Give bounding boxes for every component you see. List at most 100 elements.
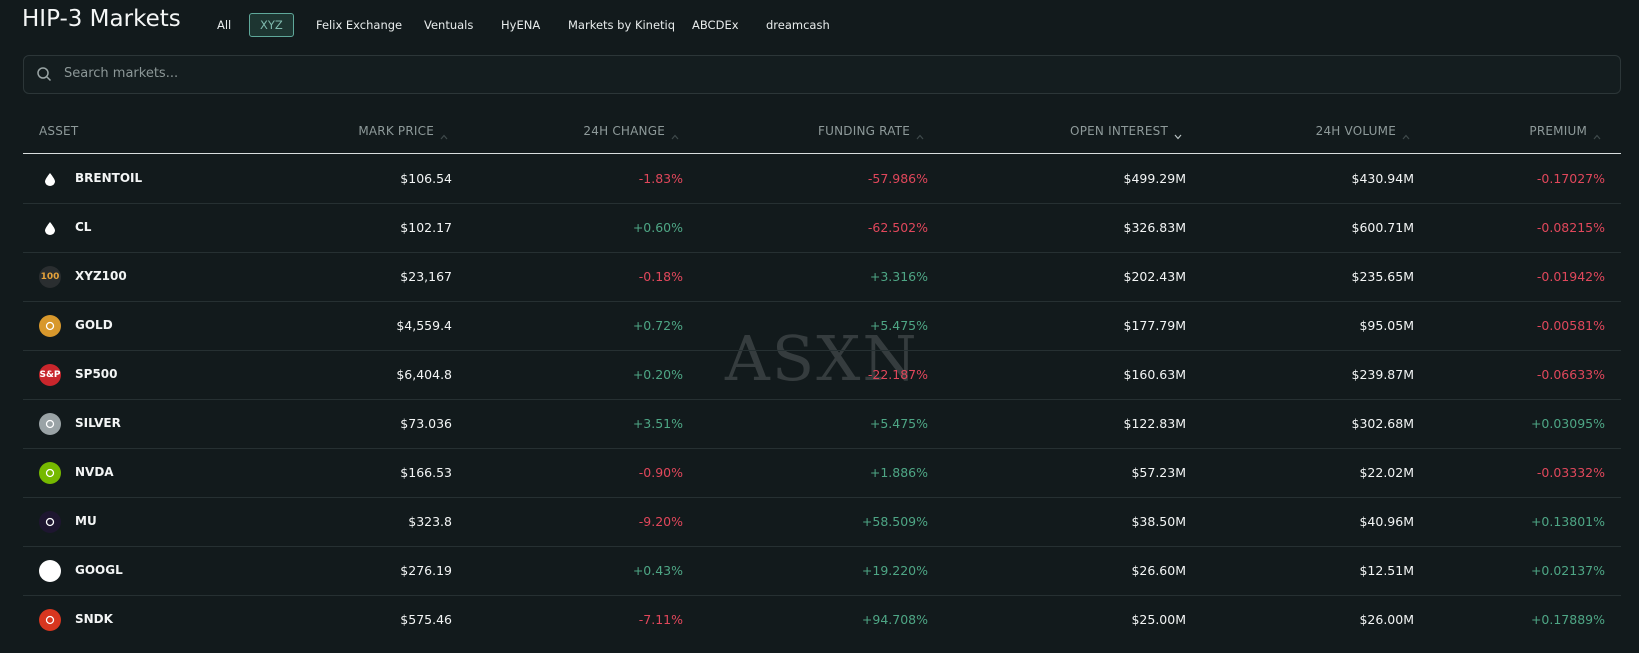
row-divider: [23, 350, 1621, 351]
cell-value: $323.8: [408, 514, 452, 529]
asset-icon: [39, 560, 61, 582]
sort-arrow: [1174, 126, 1182, 140]
cell-value: $499.29M: [1123, 171, 1186, 186]
sort-arrow: [916, 126, 924, 140]
sort-arrow: [1593, 126, 1601, 140]
asset-icon: [39, 609, 61, 631]
cell-value: -0.17027%: [1536, 171, 1605, 186]
cell-value: +3.316%: [869, 269, 928, 284]
cell-value: -9.20%: [638, 514, 683, 529]
row-divider: [23, 448, 1621, 449]
cell-value: -62.502%: [867, 220, 928, 235]
asset-name: SNDK: [75, 612, 113, 626]
logo-glyph: [45, 468, 55, 478]
cell-value: $102.17: [400, 220, 452, 235]
cell-value: -0.01942%: [1536, 269, 1605, 284]
cell-value: $57.23M: [1131, 465, 1186, 480]
cell-value: $302.68M: [1351, 416, 1414, 431]
row-divider: [23, 399, 1621, 400]
cell-value: $25.00M: [1131, 612, 1186, 627]
tab[interactable]: All: [217, 18, 232, 32]
cell-value: $12.51M: [1359, 563, 1414, 578]
asset-name: GOLD: [75, 318, 113, 332]
asset-name: SILVER: [75, 416, 121, 430]
asset-name: CL: [75, 220, 92, 234]
row-divider: [23, 497, 1621, 498]
cell-value: -0.00581%: [1536, 318, 1605, 333]
cell-value: $575.46: [400, 612, 452, 627]
search-box[interactable]: Search markets...: [23, 55, 1621, 94]
cell-value: $326.83M: [1123, 220, 1186, 235]
search-icon: [37, 67, 52, 82]
tab[interactable]: HyENA: [501, 18, 541, 32]
logo-glyph: [45, 615, 55, 625]
cell-value: +0.72%: [632, 318, 683, 333]
asset-icon: [39, 315, 61, 337]
cell-value: $202.43M: [1123, 269, 1186, 284]
cell-value: +0.03095%: [1530, 416, 1605, 431]
asset-name: SP500: [75, 367, 118, 381]
cell-value: $430.94M: [1351, 171, 1414, 186]
cell-value: -0.03332%: [1536, 465, 1605, 480]
cell-value: -0.08215%: [1536, 220, 1605, 235]
cell-value: +0.02137%: [1530, 563, 1605, 578]
column-header[interactable]: 24H VOLUME: [1315, 124, 1396, 138]
logo-glyph: [45, 566, 55, 576]
cell-value: +0.20%: [632, 367, 683, 382]
cell-value: $106.54: [400, 171, 452, 186]
tab[interactable]: XYZ: [249, 13, 294, 37]
cell-value: $166.53: [400, 465, 452, 480]
asset-name: MU: [75, 514, 97, 528]
logo-glyph: [45, 419, 55, 429]
cell-value: $23,167: [400, 269, 452, 284]
row-divider: [23, 203, 1621, 204]
logo-glyph: [45, 517, 55, 527]
asset-name: XYZ100: [75, 269, 127, 283]
column-header[interactable]: ASSET: [39, 124, 79, 138]
asset-name: BRENTOIL: [75, 171, 143, 185]
row-divider: [23, 595, 1621, 596]
cell-value: $40.96M: [1359, 514, 1414, 529]
column-header[interactable]: OPEN INTEREST: [1070, 124, 1168, 138]
page-title: HIP-3 Markets: [22, 6, 181, 32]
row-divider: [23, 546, 1621, 547]
column-header[interactable]: MARK PRICE: [358, 124, 434, 138]
asset-icon: 100: [39, 266, 61, 288]
row-divider: [23, 301, 1621, 302]
cell-value: $6,404.8: [396, 367, 452, 382]
cell-value: +5.475%: [869, 318, 928, 333]
cell-value: $26.00M: [1359, 612, 1414, 627]
search-placeholder: Search markets...: [64, 66, 179, 81]
cell-value: $177.79M: [1123, 318, 1186, 333]
asset-icon: [39, 168, 61, 190]
cell-value: $4,559.4: [396, 318, 452, 333]
cell-value: -57.986%: [867, 171, 928, 186]
row-divider: [23, 252, 1621, 253]
column-header[interactable]: PREMIUM: [1529, 124, 1587, 138]
tab[interactable]: dreamcash: [766, 18, 830, 32]
cell-value: -7.11%: [638, 612, 683, 627]
cell-value: $38.50M: [1131, 514, 1186, 529]
asset-name: GOOGL: [75, 563, 123, 577]
asset-icon: [39, 511, 61, 533]
cell-value: $26.60M: [1131, 563, 1186, 578]
cell-value: -0.06633%: [1536, 367, 1605, 382]
tab[interactable]: Markets by Kinetiq: [568, 18, 676, 32]
cell-value: +5.475%: [869, 416, 928, 431]
cell-value: +58.509%: [861, 514, 928, 529]
tab[interactable]: Felix Exchange: [316, 18, 403, 32]
column-header[interactable]: FUNDING RATE: [818, 124, 910, 138]
asset-name: NVDA: [75, 465, 114, 479]
cell-value: -0.18%: [638, 269, 683, 284]
tab[interactable]: Ventuals: [424, 18, 474, 32]
column-header[interactable]: 24H CHANGE: [583, 124, 665, 138]
asset-icon: S&P: [39, 364, 61, 386]
cell-value: +94.708%: [861, 612, 928, 627]
asset-icon: [39, 413, 61, 435]
cell-value: $122.83M: [1123, 416, 1186, 431]
cell-value: $235.65M: [1351, 269, 1414, 284]
cell-value: +0.17889%: [1530, 612, 1605, 627]
cell-value: -22.187%: [867, 367, 928, 382]
tab[interactable]: ABCDEx: [692, 18, 739, 32]
